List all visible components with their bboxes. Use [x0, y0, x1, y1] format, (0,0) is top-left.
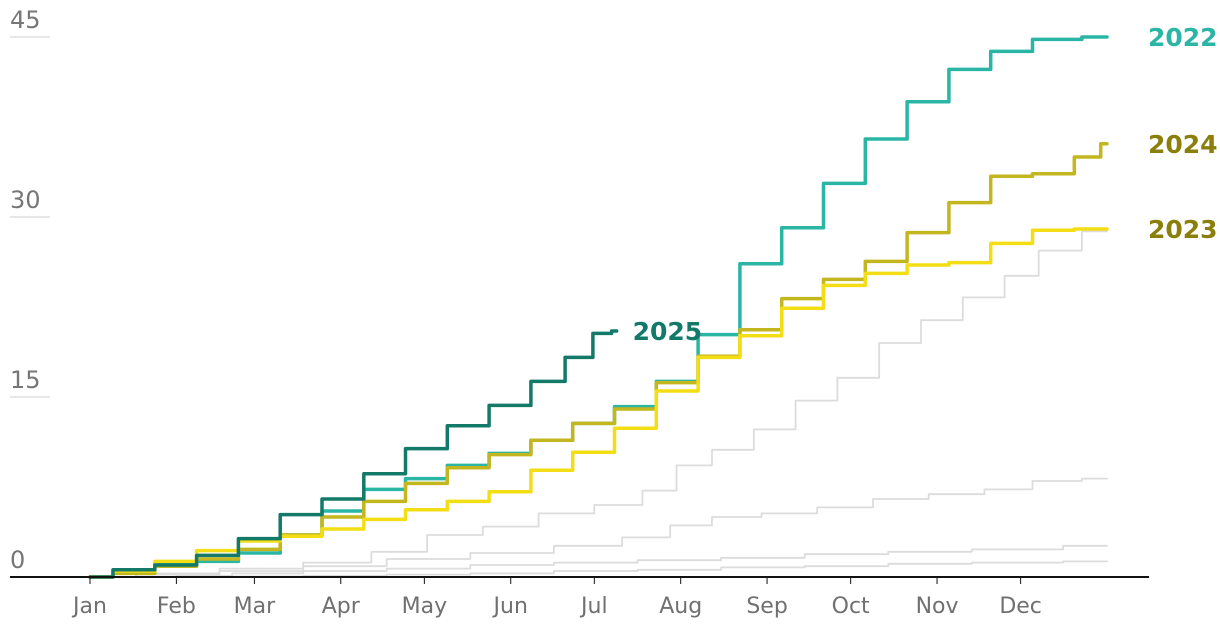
y-tick-label: 45	[10, 6, 41, 34]
series-label-2024: 2024	[1148, 130, 1218, 159]
series-line-2022	[88, 35, 1109, 579]
x-tick-label: Dec	[999, 594, 1042, 619]
series-layer	[88, 35, 1109, 579]
series-label-2023: 2023	[1148, 215, 1218, 244]
x-tick-label: Jun	[492, 594, 528, 619]
x-tick-label: Aug	[659, 594, 702, 619]
x-tick-label: Jul	[579, 594, 608, 619]
x-tick-label: Mar	[234, 594, 276, 619]
series-line-background-3	[89, 230, 1108, 578]
y-tick-label: 15	[10, 366, 41, 394]
series-line-2024	[88, 142, 1109, 579]
y-tick-label: 30	[10, 186, 41, 214]
x-tick-label: Sep	[746, 594, 787, 619]
label-layer: 2022 2024 2023 2025	[633, 23, 1218, 346]
x-tick-label: Jan	[71, 594, 107, 619]
series-line-background-1	[89, 544, 1108, 578]
grid-layer: 0 15 30 45	[10, 6, 50, 574]
y-tick-label: 0	[10, 546, 25, 574]
x-tick-label: Apr	[322, 594, 361, 619]
series-line-2023	[88, 227, 1109, 579]
x-tick-label: Oct	[832, 594, 870, 619]
axis-layer: Jan Feb Mar Apr May Jun Jul Aug Sep Oct Nov Dec	[10, 576, 1149, 619]
series-label-2025: 2025	[633, 317, 703, 346]
x-tick-label: May	[402, 594, 447, 619]
series-label-2022: 2022	[1148, 23, 1218, 52]
series-line-2025	[88, 329, 619, 579]
x-tick-label: Nov	[916, 594, 959, 619]
x-tick-label: Feb	[157, 594, 196, 619]
